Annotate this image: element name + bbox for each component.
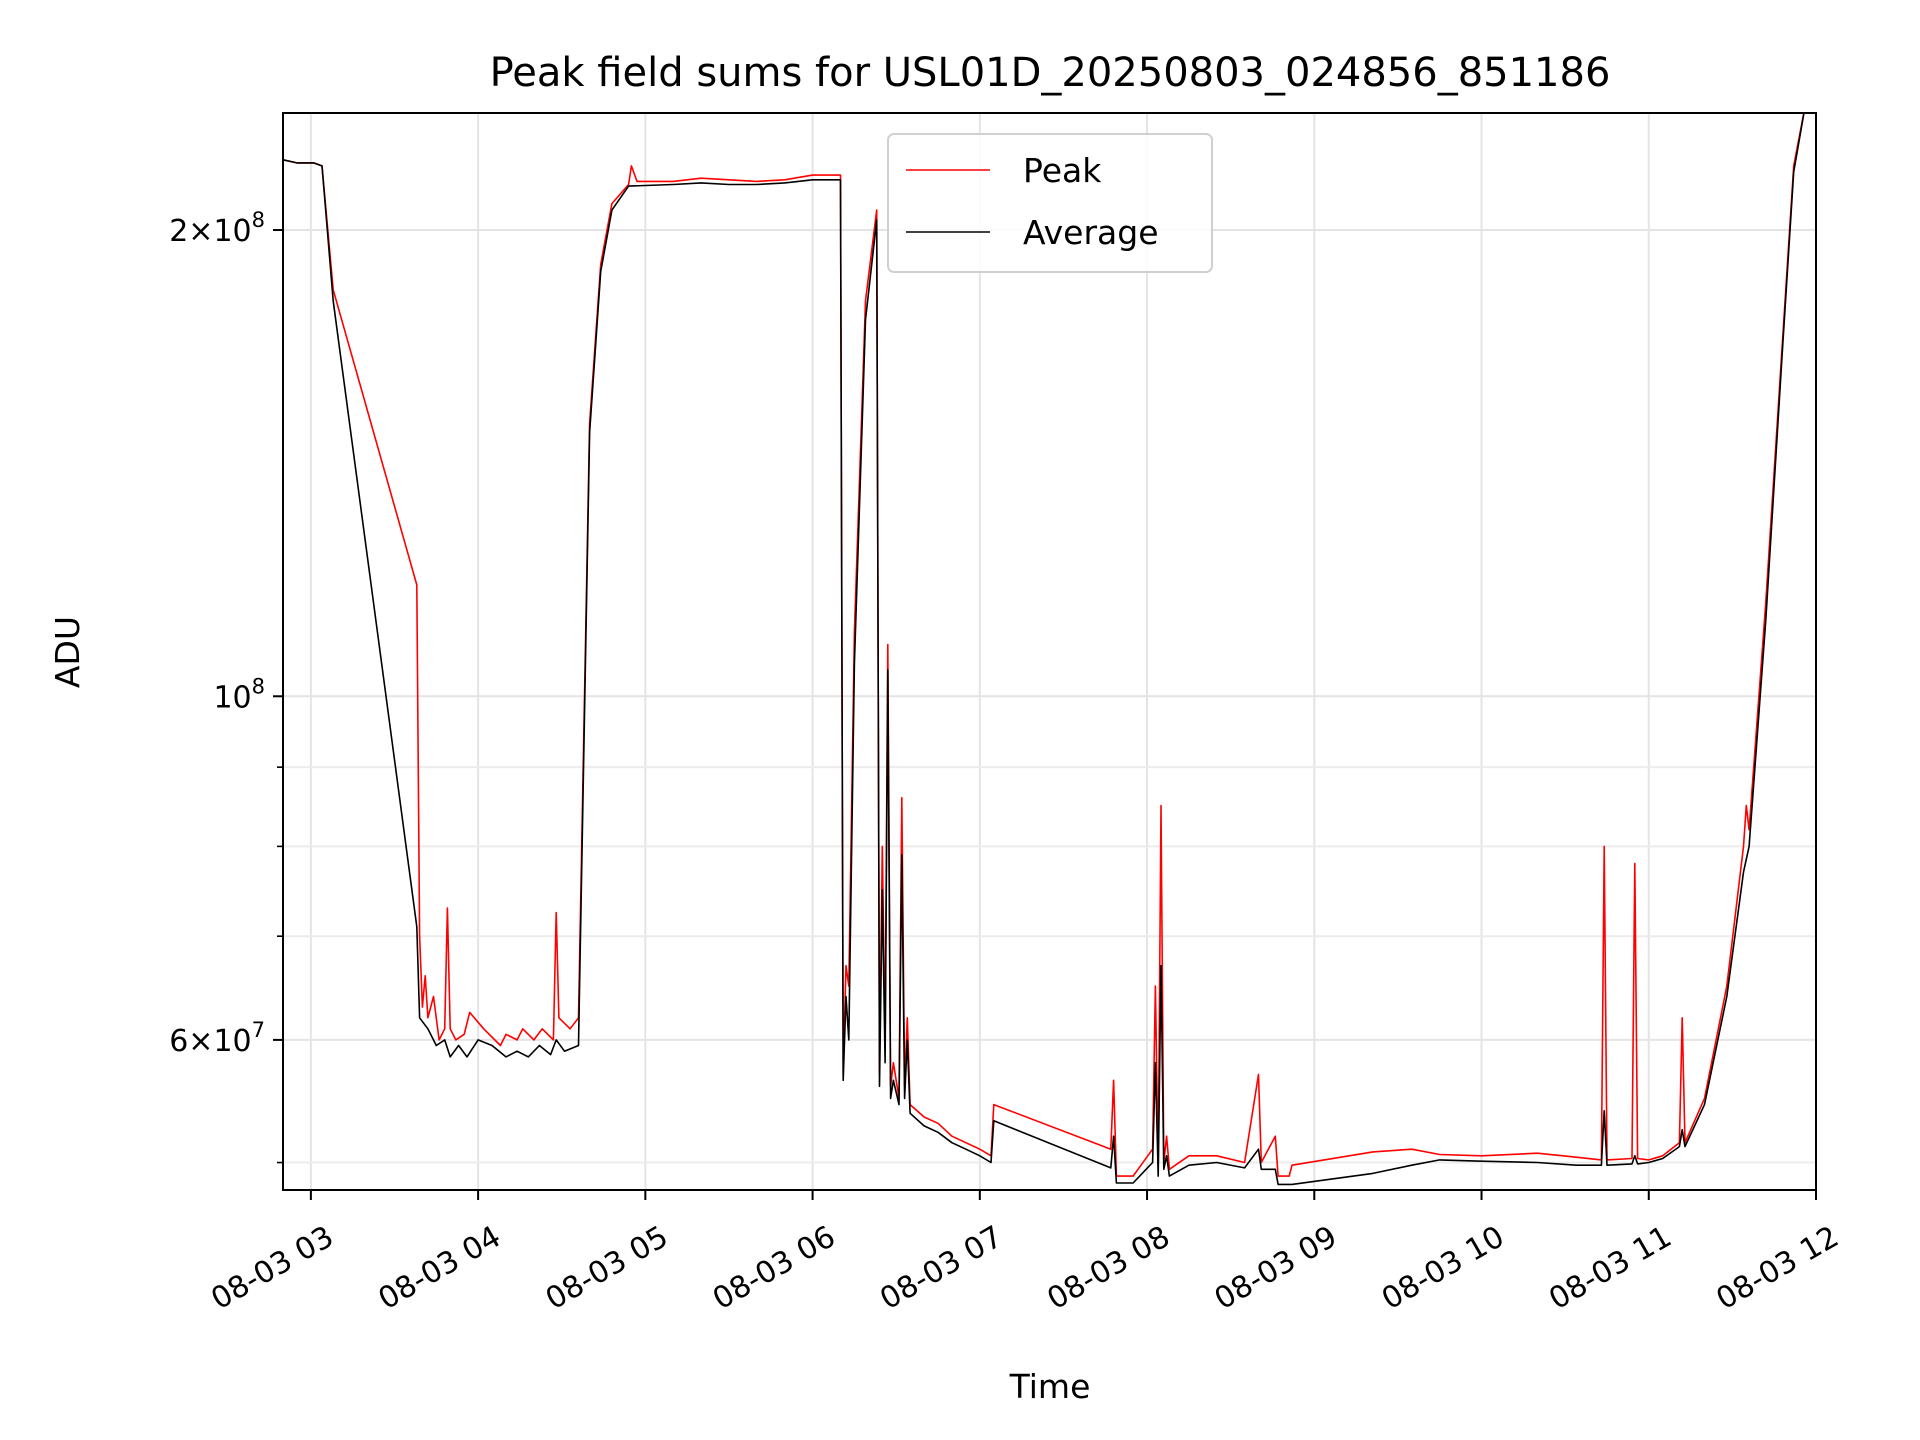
data-area (283, 113, 1805, 1186)
series-line-average (283, 113, 1805, 1186)
y-axis-label: ADU (48, 616, 87, 688)
y-tick-label: 6×107 (169, 1018, 265, 1059)
legend: Peak Average (887, 133, 1213, 273)
legend-peak-label: Peak (1023, 151, 1102, 190)
x-axis-label: Time (1009, 1367, 1091, 1406)
legend-average-label: Average (1023, 213, 1159, 252)
legend-box (887, 133, 1213, 273)
series-line-peak (283, 113, 1805, 1177)
chart-title: Peak field sums for USL01D_20250803_0248… (490, 50, 1611, 96)
plot-frame (282, 112, 1817, 1191)
y-tick-label: 2×108 (169, 208, 265, 249)
y-tick-label: 108 (213, 674, 265, 715)
